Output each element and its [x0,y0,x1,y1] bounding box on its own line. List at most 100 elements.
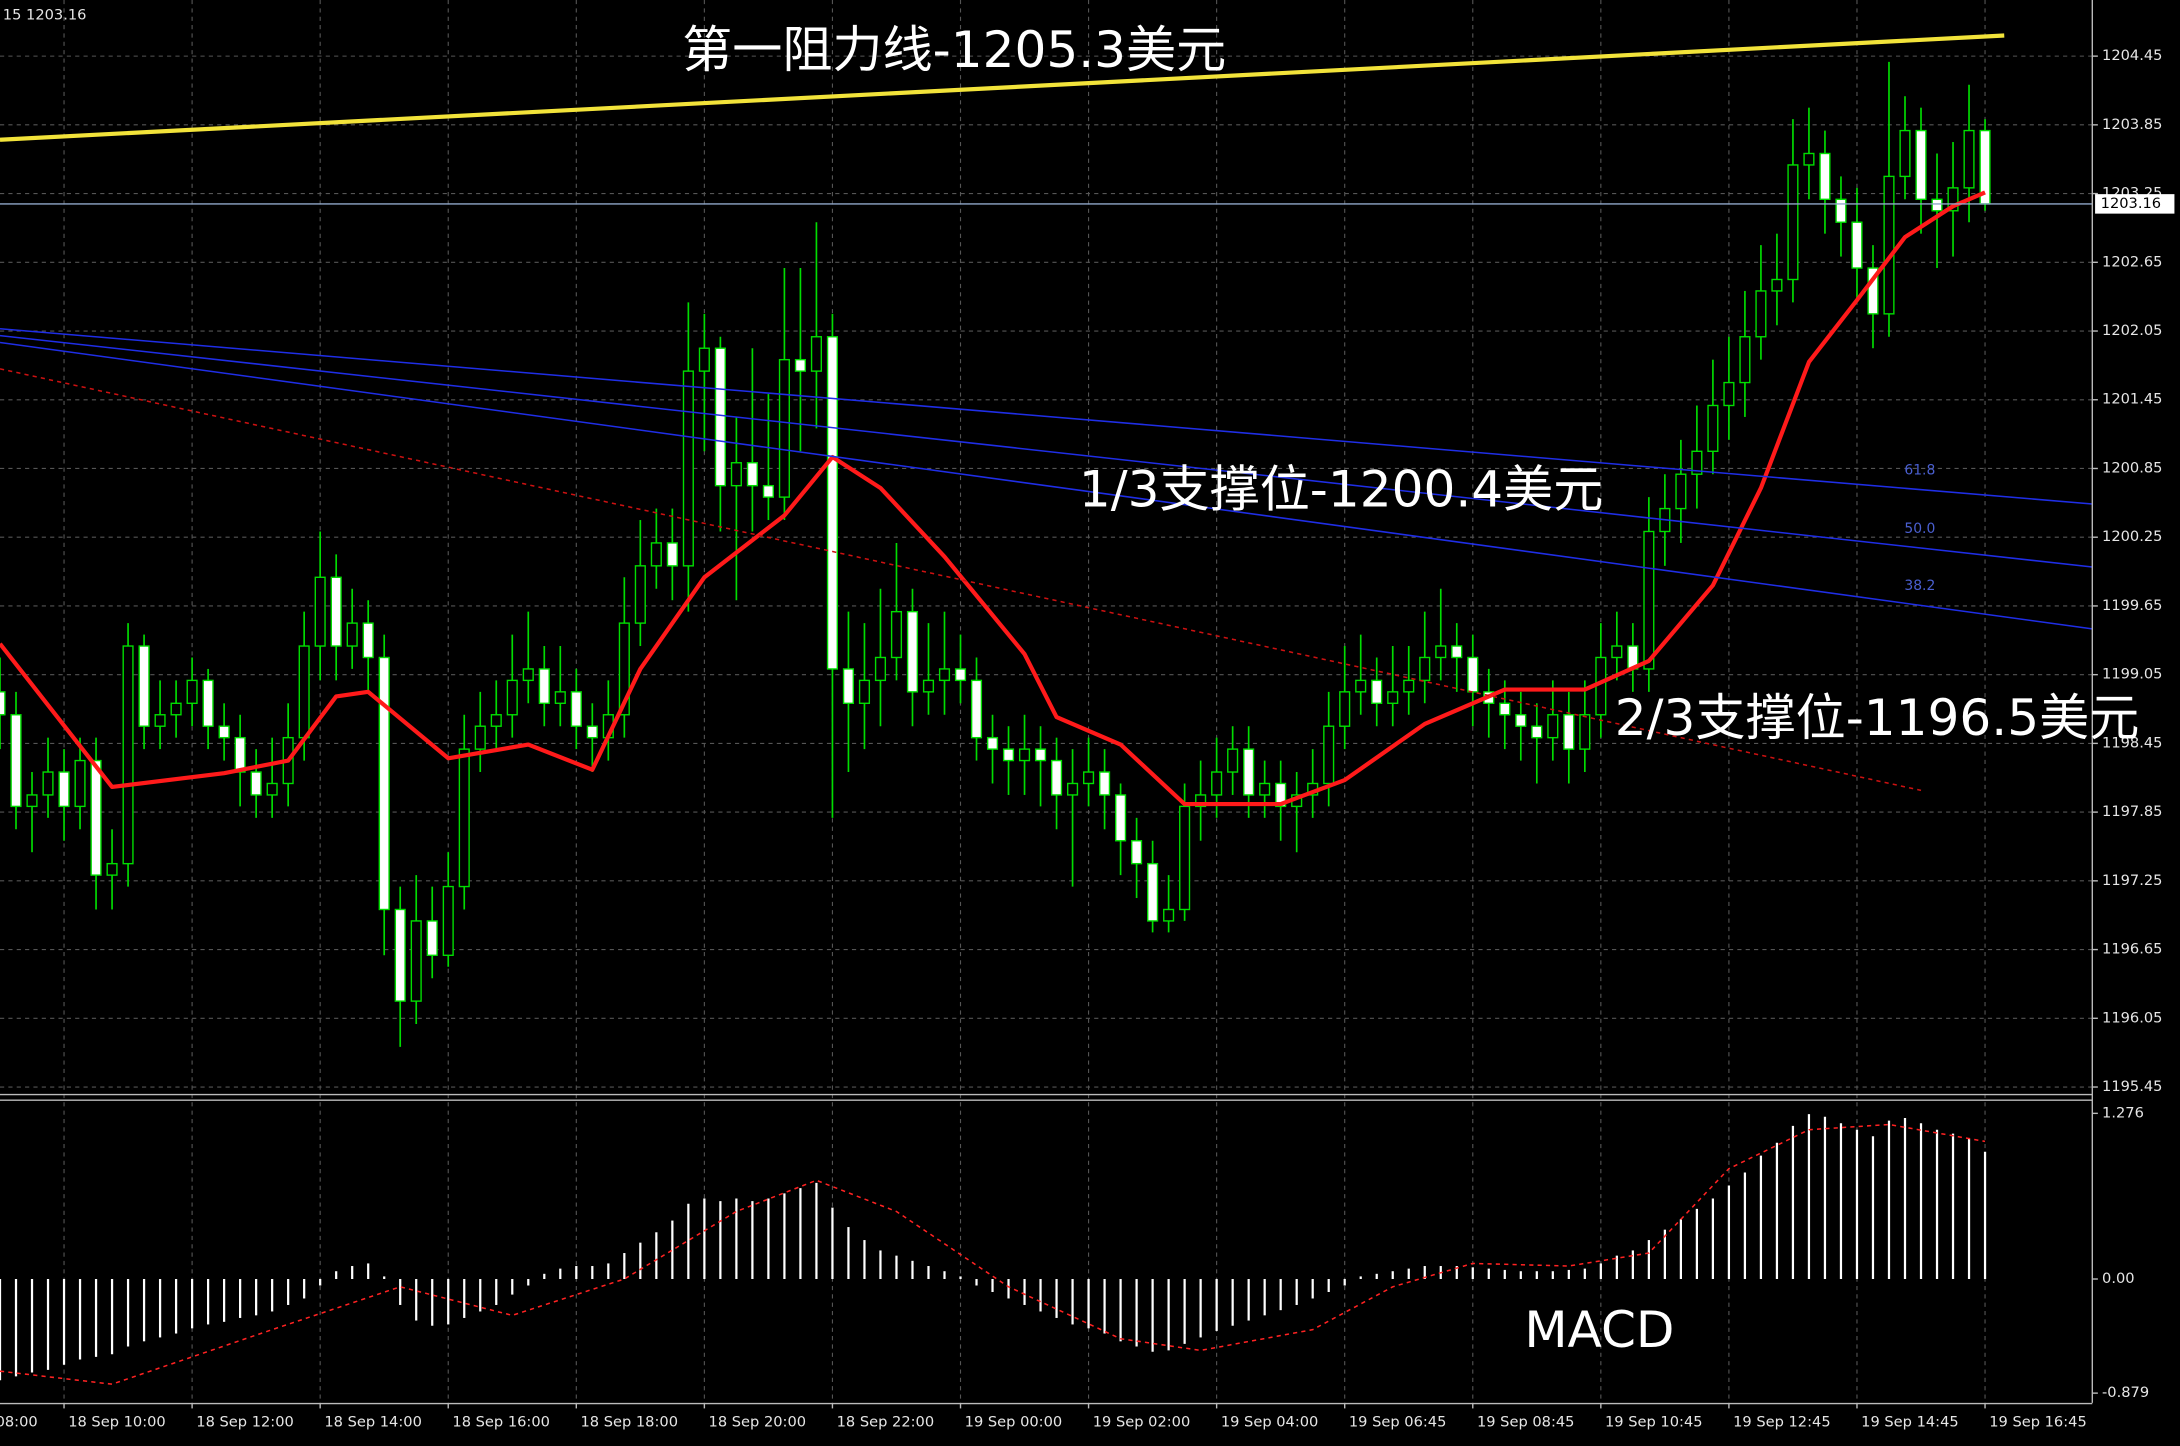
fib-label: 38.2 [1904,578,1935,594]
candle-body [1083,771,1095,785]
candle-body [842,668,855,704]
candle-body [666,542,678,567]
candle-body [1547,714,1559,739]
macd-label: MACD [1524,1300,1674,1359]
y-tick-label: 1203.85 [2102,116,2162,133]
candle-body [922,679,935,693]
candle-body [298,645,310,739]
y-tick-label: 1199.05 [2102,666,2162,683]
candle-body [1947,187,1959,212]
candle-body [378,656,390,911]
candle-body [202,679,214,727]
candle-body [1739,336,1751,384]
annotation: 第一阻力线-1205.3美元 [682,20,1226,79]
candle-body [58,771,70,808]
y-tick-label: 1202.05 [2102,322,2162,339]
x-tick-label: 18 Sep 20:00 [709,1413,807,1430]
price-label: 1203.16 [2101,195,2161,212]
candle-body [1579,714,1591,750]
candle-body [90,759,102,876]
candle-body [1691,450,1703,475]
candle-body [906,610,919,693]
candle-body [138,645,150,727]
candle-body [1787,164,1799,281]
candle-body [1867,267,1879,315]
candle-body [1066,782,1079,796]
candle-body [826,336,839,670]
candle-body [586,725,598,739]
candle-body [570,691,582,727]
candle-body [1467,656,1479,693]
candle-body [1803,152,1815,166]
candle-body [874,656,887,682]
fib-label: 61.8 [1904,463,1935,479]
candle-body [954,668,967,682]
annotation: 2/3支撑位-1196.5美元 [1615,688,2140,747]
candle-body [1259,782,1271,796]
candle-body [1835,198,1847,223]
candle-body [266,782,278,796]
candle-body [1387,691,1399,704]
candle-body [1963,129,1975,189]
candle-body [1115,794,1127,842]
chart-header: 15 1203.16 [3,6,87,23]
candle-body [1403,679,1415,693]
candle-body [186,679,198,704]
candle-body [986,736,999,750]
macd-panel [0,1114,1987,1385]
candle-body [1755,290,1767,338]
candle-body [1211,771,1223,796]
y-tick-label: 1202.65 [2102,253,2162,270]
candle-body [538,668,550,704]
candle-body [26,794,38,808]
y-tick-label: 1201.45 [2102,391,2162,408]
x-tick-label: 18 Sep 08:00 [0,1413,38,1430]
candle-body [154,714,166,727]
candle-body [426,920,438,956]
y-tick-label: 1196.65 [2102,941,2162,958]
candle-body [634,565,646,624]
candle-body [1883,175,1895,315]
x-tick-label: 19 Sep 10:45 [1605,1413,1703,1430]
candle-body [474,725,486,750]
candle-body [522,668,534,682]
candle-body [1179,805,1191,911]
candle-body [346,622,358,647]
candle-body [682,370,694,567]
candle-body [778,358,790,498]
candle-body [506,679,518,716]
y-tick-label: 1198.45 [2102,734,2162,751]
candle-body [410,920,422,1002]
candle-body [714,347,726,487]
candle-body [490,714,502,727]
y-tick-label: 1197.85 [2102,803,2162,820]
price-panel [0,33,2093,1047]
y-tick-label: 1195.45 [2102,1078,2162,1095]
candle-body [1163,908,1175,922]
candle-body [730,462,742,487]
x-tick-label: 18 Sep 12:00 [196,1413,294,1430]
candle-body [1931,198,1943,212]
y-tick-label: 1.276 [2102,1104,2144,1121]
candle-body [858,679,871,704]
candle-body [1707,404,1719,452]
candle-body [1018,748,1031,762]
y-tick-label: 1204.45 [2102,47,2162,64]
x-tick-label: 18 Sep 14:00 [324,1413,422,1430]
x-tick-label: 19 Sep 16:45 [1989,1413,2087,1430]
candle-body [1611,645,1623,659]
x-tick-label: 19 Sep 12:45 [1733,1413,1831,1430]
candle-body [1371,679,1383,704]
candle-body [10,714,22,808]
candle-body [1499,702,1511,716]
y-tick-label: 1196.05 [2102,1009,2162,1026]
candle-body [122,645,134,865]
candle-body [218,725,230,739]
candle-body [794,358,806,372]
candle-body [746,462,758,487]
candle-body [394,908,406,1002]
candle-body [330,576,342,647]
